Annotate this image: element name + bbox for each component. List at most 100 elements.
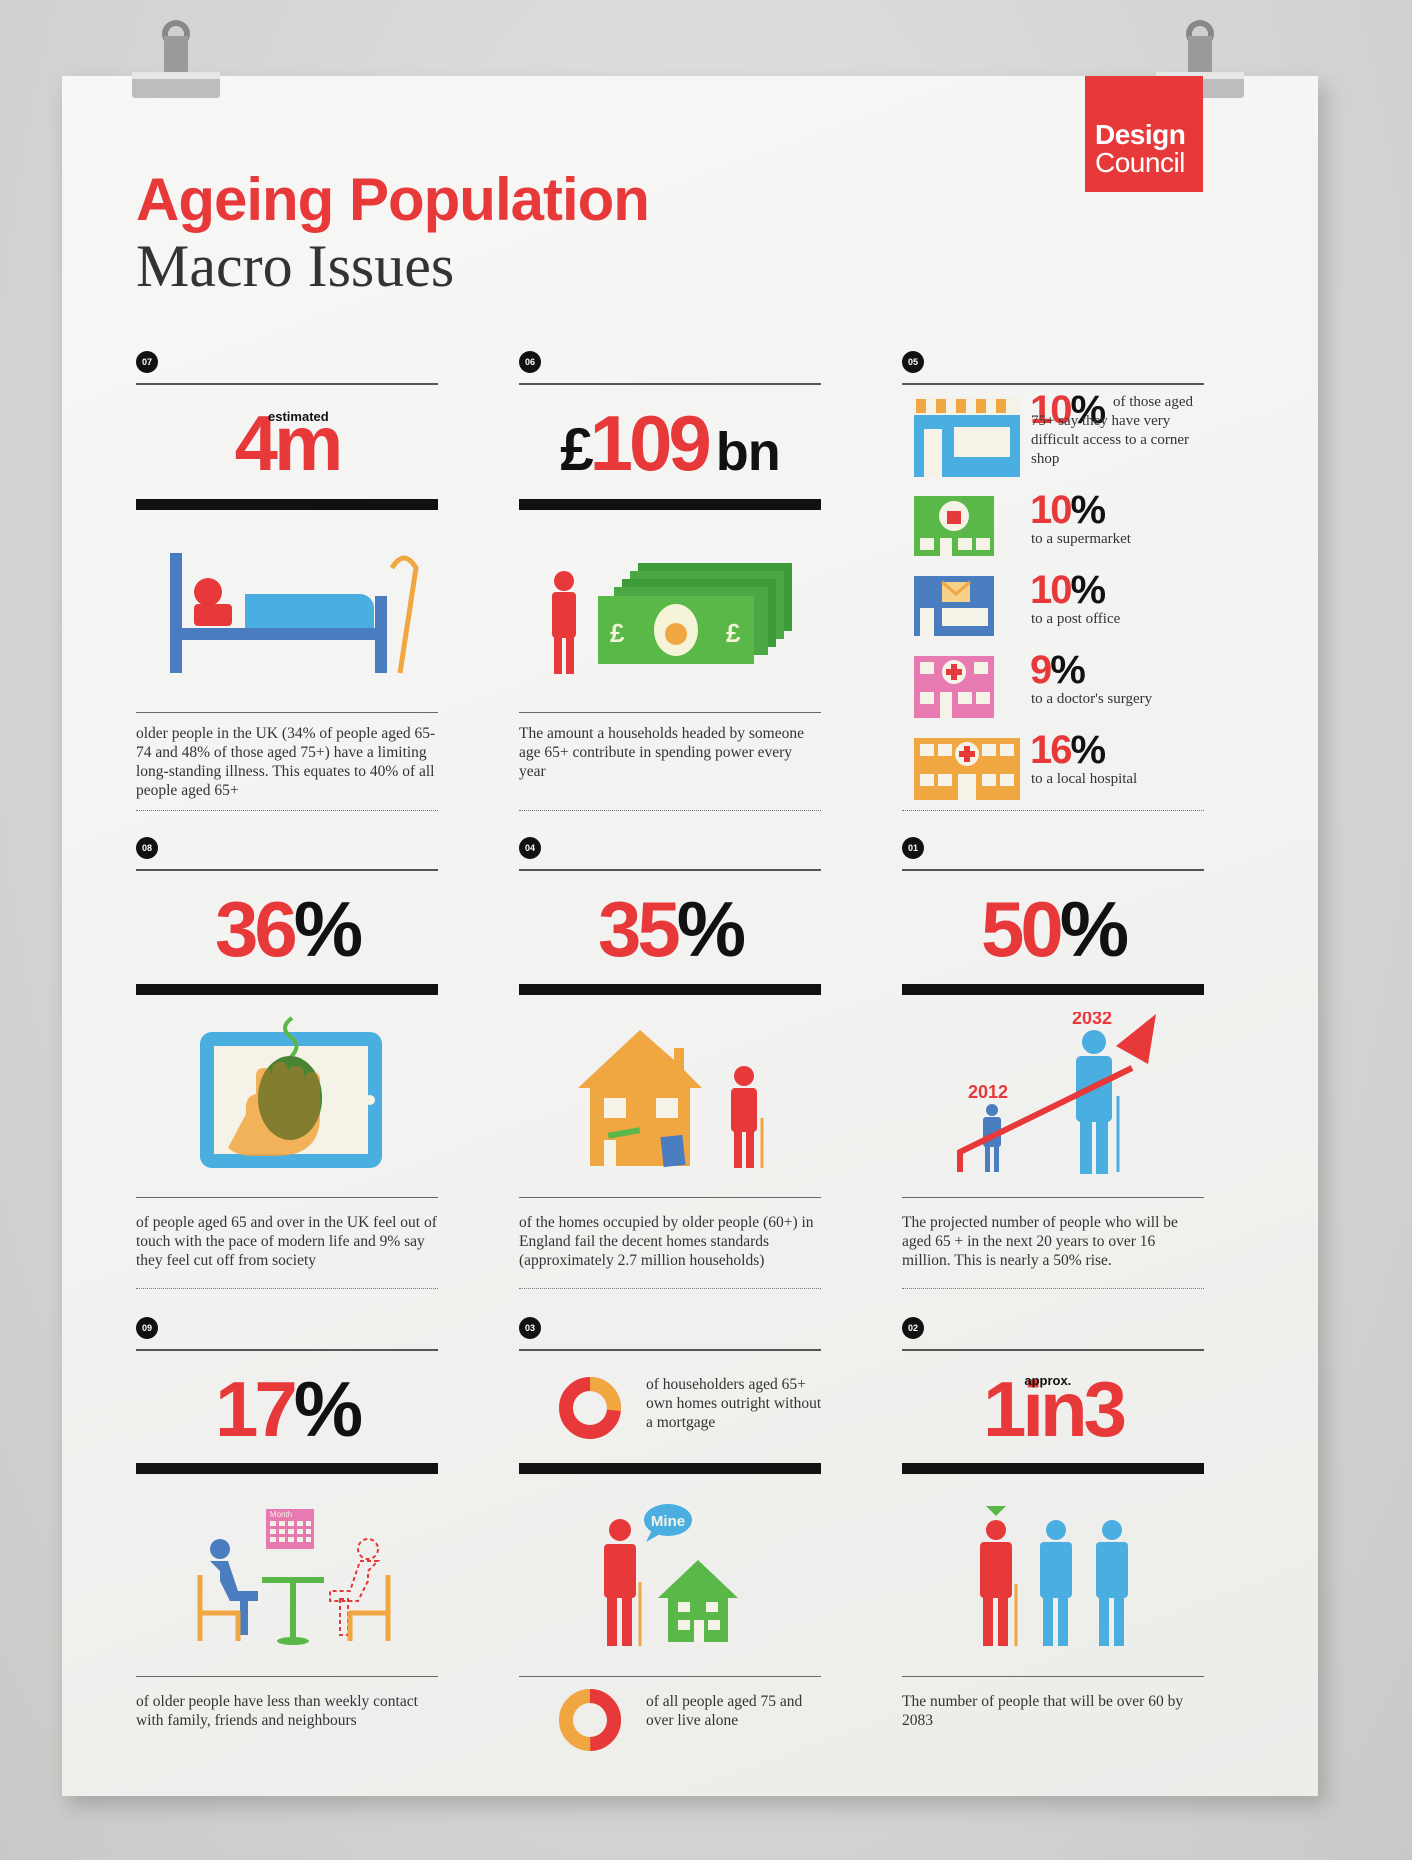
tablet-mouse-icon	[200, 1016, 382, 1168]
svg-text:£: £	[726, 618, 741, 648]
thick-divider	[136, 499, 438, 510]
thick-divider	[519, 499, 821, 510]
estimated-label: estimated	[268, 409, 329, 424]
stat-value: 109	[589, 399, 712, 487]
dotted-divider	[136, 1288, 438, 1289]
thick-divider	[519, 1463, 821, 1474]
access-stat-pct: 10%	[1030, 388, 1106, 432]
access-stat-pct: 10%	[1030, 568, 1106, 612]
logo-line1: Design	[1095, 119, 1186, 150]
access-stat-text: to a doctor's surgery	[1031, 691, 1153, 707]
year-start-label: 2012	[968, 1082, 1008, 1102]
panel-number-badge: 08	[136, 837, 158, 859]
thick-divider	[902, 1463, 1204, 1474]
page-subtitle: Macro Issues	[136, 233, 455, 299]
hospital-icon	[914, 738, 1020, 800]
donut-description: of householders aged 65+ own homes outri…	[646, 1376, 822, 1431]
damaged-house-icon	[578, 1030, 764, 1168]
bed-icon	[170, 553, 419, 674]
stat-unit: bn	[715, 422, 781, 482]
panel-number-badge: 03	[519, 1317, 541, 1339]
thick-divider	[136, 1463, 438, 1474]
stat-36pct: 36%	[214, 885, 363, 973]
panel-number-badge: 09	[136, 1317, 158, 1339]
design-council-logo: Design Council	[1085, 76, 1203, 192]
access-stat-text: of those aged 75+ say they have very dif…	[1031, 394, 1193, 467]
divider	[902, 869, 1204, 871]
divider	[136, 712, 438, 713]
panel-number-badge: 04	[519, 837, 541, 859]
thick-divider	[136, 984, 438, 995]
stat-unit: estimated m	[268, 399, 343, 487]
currency-symbol: £	[560, 416, 593, 483]
dotted-divider	[136, 810, 438, 811]
access-stat-pct: 16%	[1030, 728, 1106, 772]
dotted-divider	[519, 810, 821, 811]
divider	[519, 869, 821, 871]
corner-shop-icon	[914, 397, 1020, 477]
stat-description: older people in the UK (34% of people ag…	[136, 725, 436, 799]
divider	[136, 1676, 438, 1677]
donut-chart-alone	[559, 1689, 621, 1751]
approx-label: approx.	[1024, 1373, 1072, 1388]
stat-description: of the homes occupied by older people (6…	[519, 1214, 814, 1269]
access-stat-text: to a supermarket	[1031, 531, 1131, 547]
calendar-label: Month	[270, 1510, 292, 1519]
panel-number-badge: 06	[519, 351, 541, 373]
divider	[136, 1197, 438, 1198]
page-title: Ageing Population	[136, 166, 650, 233]
stat-description: The projected number of people who will …	[902, 1214, 1178, 1269]
divider	[136, 869, 438, 871]
dotted-divider	[902, 1288, 1204, 1289]
divider	[519, 1197, 821, 1198]
access-stat-text: to a post office	[1031, 611, 1121, 627]
stat-4m: 4 estimated m	[136, 398, 438, 489]
access-stat-pct: 9%	[1030, 648, 1086, 692]
owner-house-icon: Mine	[604, 1504, 738, 1646]
panel-number-badge: 02	[902, 1317, 924, 1339]
divider	[136, 383, 438, 385]
stat-value: 4	[234, 399, 278, 487]
donut-chart-owners	[559, 1377, 621, 1439]
divider	[519, 1676, 821, 1677]
divider	[519, 383, 821, 385]
stat-description: of people aged 65 and over in the UK fee…	[136, 1214, 437, 1269]
stat-1in3: 1 approx. in3	[982, 1365, 1127, 1453]
divider	[902, 1676, 1204, 1677]
stat-35pct: 35%	[597, 885, 746, 973]
stat-17pct: 17%	[214, 1365, 363, 1453]
svg-text:£: £	[610, 618, 625, 648]
stat-description: The amount a households headed by someon…	[519, 725, 804, 780]
post-office-icon	[914, 576, 994, 636]
divider	[519, 712, 821, 713]
logo-line2: Council	[1095, 147, 1185, 178]
dotted-divider	[902, 810, 1204, 811]
divider	[519, 1349, 821, 1351]
thick-divider	[902, 984, 1204, 995]
stat-50pct: 50%	[980, 885, 1129, 973]
access-stat-text: to a local hospital	[1031, 771, 1138, 787]
year-end-label: 2032	[1072, 1012, 1112, 1028]
speech-bubble-text: Mine	[651, 1513, 685, 1530]
donut-description: of all people aged 75 and over live alon…	[646, 1693, 803, 1729]
stat-description: of older people have less than weekly co…	[136, 1693, 418, 1729]
thick-divider	[519, 984, 821, 995]
three-people-icon	[980, 1506, 1128, 1646]
banknotes-icon: £ £	[552, 563, 792, 674]
dotted-divider	[519, 1288, 821, 1289]
stat-109bn: £109 bn	[519, 398, 821, 489]
rising-arrow-icon: 2012 2032	[957, 1012, 1156, 1174]
divider	[902, 1349, 1204, 1351]
panel-number-badge: 01	[902, 837, 924, 859]
panel-number-badge: 07	[136, 351, 158, 373]
binder-clip-icon	[132, 20, 220, 98]
doctors-surgery-icon	[914, 656, 994, 718]
supermarket-icon	[914, 496, 994, 556]
stat-description: The number of people that will be over 6…	[902, 1693, 1184, 1729]
access-stat-pct: 10%	[1030, 488, 1106, 532]
divider	[136, 1349, 438, 1351]
divider	[902, 383, 1204, 385]
table-meeting-icon: Month	[197, 1509, 391, 1645]
panel-number-badge: 05	[902, 351, 924, 373]
divider	[902, 1197, 1204, 1198]
